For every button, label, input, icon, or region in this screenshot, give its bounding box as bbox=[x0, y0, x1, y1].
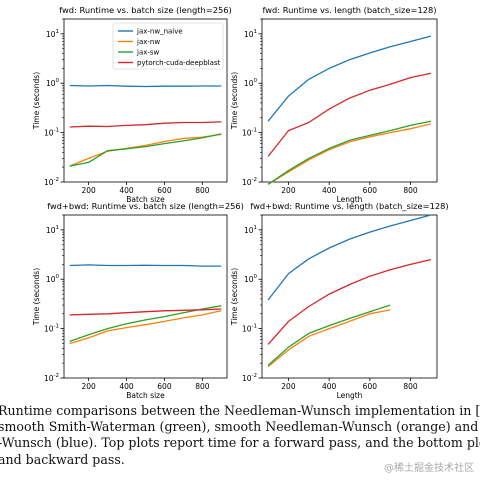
y-axis-label: Time (seconds) bbox=[230, 72, 239, 130]
x-tick-label: 800 bbox=[195, 382, 210, 391]
series-line-pytorch-cuda-deepblast bbox=[69, 121, 222, 128]
series-line-jax-sw bbox=[267, 304, 391, 366]
plot-frame bbox=[261, 214, 438, 379]
x-axis-label: Batch size bbox=[126, 391, 165, 400]
figure: fwd: Runtime vs. batch size (length=256)… bbox=[32, 5, 449, 400]
series-line-pytorch-cuda-deepblast bbox=[267, 72, 432, 157]
x-tick-label: 400 bbox=[322, 186, 337, 195]
x-tick-label: 200 bbox=[81, 382, 96, 391]
legend-label: jax-nw_naive bbox=[136, 28, 183, 36]
series-line-pytorch-cuda-deepblast bbox=[267, 258, 432, 345]
y-tick-label: 101 bbox=[244, 29, 257, 39]
x-tick-label: 200 bbox=[281, 186, 296, 195]
caption-line-4: and backward pass. bbox=[0, 451, 125, 467]
y-tick-label: 100 bbox=[46, 78, 60, 88]
chart-panel-1: fwd: Runtime vs. batch size (length=256)… bbox=[32, 5, 232, 204]
series-line-jax-sw bbox=[69, 133, 222, 167]
x-tick-label: 600 bbox=[363, 186, 378, 195]
legend-label: jax-sw bbox=[136, 49, 160, 57]
x-axis-label: Length bbox=[337, 391, 363, 400]
y-tick-label: 10-2 bbox=[44, 373, 59, 383]
x-tick-label: 200 bbox=[281, 382, 296, 391]
series-line-jax-nw bbox=[69, 133, 222, 167]
watermark: @稀土掘金技术社区 bbox=[384, 463, 474, 474]
y-tick-label: 10-2 bbox=[44, 177, 59, 187]
plot-frame bbox=[63, 214, 228, 379]
legend-label: pytorch-cuda-deepblast bbox=[137, 59, 221, 67]
series-line-pytorch-cuda-deepblast bbox=[69, 308, 222, 316]
y-tick-label: 10-1 bbox=[242, 324, 257, 334]
y-axis-label: Time (seconds) bbox=[32, 72, 41, 130]
x-tick-label: 600 bbox=[363, 382, 378, 391]
caption-line-1: Runtime comparisons between the Needlema… bbox=[0, 403, 480, 418]
chart-panel-3: fwd+bwd: Runtime vs. batch size (length=… bbox=[32, 201, 244, 400]
plot-frame bbox=[63, 18, 228, 183]
y-tick-label: 10-1 bbox=[242, 128, 257, 138]
series-line-jax-nw bbox=[267, 123, 432, 185]
x-tick-label: 200 bbox=[81, 186, 96, 195]
series-line-jax-nw_naive bbox=[69, 84, 222, 88]
caption-line-2: smooth Smith-Waterman (green), smooth Ne… bbox=[0, 419, 480, 435]
y-tick-label: 101 bbox=[244, 225, 257, 235]
plot-frame bbox=[261, 18, 438, 183]
x-axis-label: Batch size bbox=[126, 195, 165, 204]
chart-title: fwd+bwd: Runtime vs. length (batch_size=… bbox=[250, 201, 448, 211]
series-line-jax-nw_naive bbox=[267, 214, 432, 301]
x-tick-label: 800 bbox=[195, 186, 210, 195]
y-axis-label: Time (seconds) bbox=[230, 268, 239, 326]
y-tick-label: 100 bbox=[244, 78, 258, 88]
x-tick-label: 600 bbox=[157, 382, 172, 391]
y-tick-label: 101 bbox=[46, 225, 59, 235]
chart-panel-2: fwd: Runtime vs. length (batch_size=128)… bbox=[230, 5, 438, 204]
caption-line-3: -Wunsch (blue). Top plots report time fo… bbox=[0, 435, 480, 451]
y-tick-label: 101 bbox=[46, 29, 59, 39]
series-line-jax-nw bbox=[267, 309, 391, 368]
x-tick-label: 400 bbox=[119, 186, 134, 195]
series-line-jax-sw bbox=[267, 120, 432, 185]
y-axis-label: Time (seconds) bbox=[32, 268, 41, 326]
figure-caption: Runtime comparisons between the Needlema… bbox=[0, 403, 480, 468]
legend: jax-nw_naive jax-nw jax-sw pytorch-cuda-dee… bbox=[112, 22, 224, 70]
legend-label: jax-nw bbox=[136, 38, 160, 46]
chart-panel-4: fwd+bwd: Runtime vs. length (batch_size=… bbox=[230, 201, 449, 400]
y-tick-label: 100 bbox=[244, 274, 258, 284]
y-tick-label: 100 bbox=[46, 274, 60, 284]
y-tick-label: 10-1 bbox=[44, 128, 59, 138]
series-line-jax-nw bbox=[69, 310, 222, 345]
y-tick-label: 10-1 bbox=[44, 324, 59, 334]
chart-title: fwd: Runtime vs. batch size (length=256) bbox=[59, 5, 232, 15]
x-axis-label: Length bbox=[337, 195, 363, 204]
x-tick-label: 400 bbox=[119, 382, 134, 391]
y-tick-label: 10-2 bbox=[242, 373, 257, 383]
chart-title: fwd: Runtime vs. length (batch_size=128) bbox=[262, 5, 436, 15]
legend-box bbox=[112, 22, 224, 70]
x-tick-label: 800 bbox=[403, 186, 418, 195]
chart-title: fwd+bwd: Runtime vs. batch size (length=… bbox=[47, 201, 244, 211]
y-tick-label: 10-2 bbox=[242, 177, 257, 187]
series-line-jax-nw_naive bbox=[69, 264, 222, 267]
x-tick-label: 400 bbox=[322, 382, 337, 391]
x-tick-label: 800 bbox=[403, 382, 418, 391]
series-line-jax-nw_naive bbox=[267, 35, 432, 122]
x-tick-label: 600 bbox=[157, 186, 172, 195]
